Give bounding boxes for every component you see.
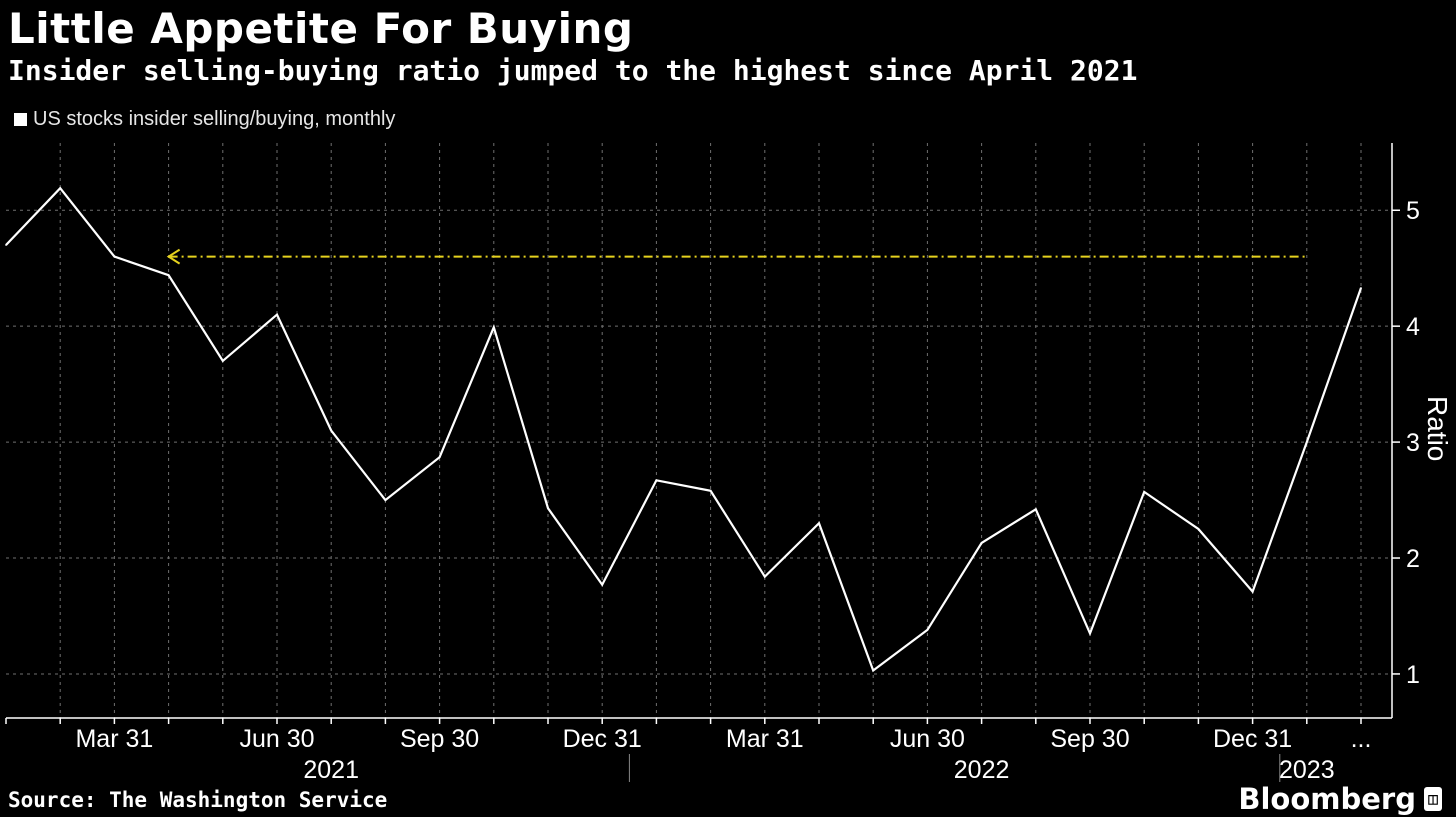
chart-title: Little Appetite For Buying [8,4,634,53]
y-tick-label: 5 [1406,197,1420,225]
bloomberg-terminal-icon: ◫ [1424,787,1442,811]
chart-subtitle: Insider selling-buying ratio jumped to t… [8,54,1138,87]
data-point [1306,441,1308,443]
year-label: 2022 [954,756,1010,784]
tick-labels: 1 2 3 4 5 Ratio Mar 31 Jun 30 Sep 30 Dec 31 Mar 31… [75,197,1453,784]
data-point [222,360,224,362]
reference-arrowhead [166,248,181,265]
data-point [926,629,929,631]
data-point [5,244,7,246]
x-tick-label: Sep 30 [400,725,479,753]
year-label: 2021 [303,756,359,784]
data-point [276,313,278,316]
data-point [1197,528,1200,530]
data-point [1143,491,1145,493]
data-point [493,326,495,329]
y-tick-label: 1 [1406,661,1420,689]
y-tick-label: 3 [1406,429,1420,457]
legend-label: US stocks insider selling/buying, monthl… [33,108,396,130]
x-tick-label: Jun 30 [239,725,314,753]
y-axis-label: Ratio [1422,396,1453,461]
data-point [709,489,712,492]
data-point [601,583,603,586]
year-label: 2023 [1279,756,1335,784]
x-tick-label: Dec 31 [1213,725,1292,753]
data-point [547,507,549,509]
x-tick-label: Sep 30 [1050,725,1129,753]
data-point [1251,590,1254,593]
data-point [655,479,658,482]
x-tick-label: Mar 31 [726,725,804,753]
axes [5,143,1400,782]
reference-line-group [166,248,1307,265]
legend-swatch [14,113,27,126]
data-point [872,669,874,672]
x-tick-label: Jun 30 [890,725,965,753]
data-point [1035,508,1037,511]
x-tick-label: Dec 31 [563,725,642,753]
x-tick-label: ... [1351,725,1372,753]
legend: US stocks insider selling/buying, monthl… [14,108,395,131]
source-note: Source: The Washington Service [8,788,388,812]
data-point [384,499,387,501]
data-point [980,542,983,544]
series-line [5,186,1363,673]
data-point [764,575,766,578]
gridlines [6,143,1392,718]
data-point [1089,632,1091,635]
x-tick-label: Mar 31 [75,725,153,753]
data-point [330,429,333,432]
data-point [1360,287,1362,289]
brand-name: Bloomberg [1238,782,1416,816]
brand-logo: Bloomberg ◫ [1238,782,1442,816]
data-point [113,255,116,258]
data-point [438,456,441,458]
data-point [167,274,170,276]
data-point [818,522,820,525]
data-point [59,187,61,190]
y-tick-label: 4 [1406,313,1420,341]
y-tick-label: 2 [1406,545,1420,573]
series-group [5,186,1363,673]
